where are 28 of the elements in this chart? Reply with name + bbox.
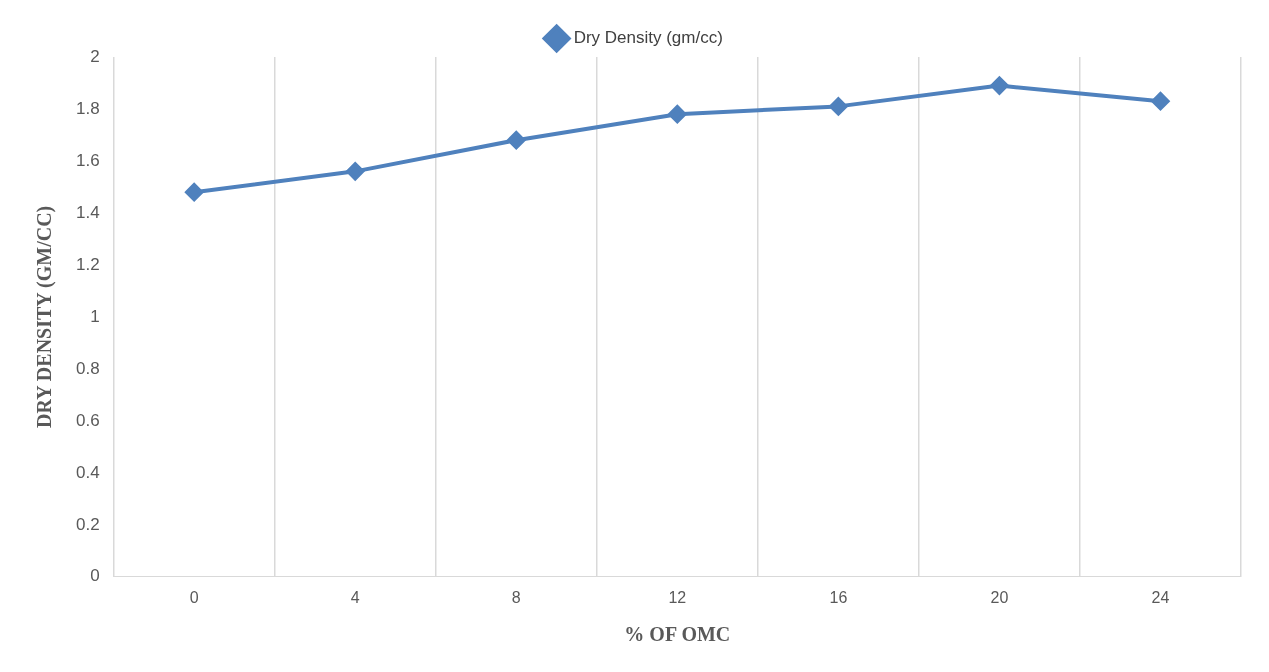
y-tick-label: 0.4 — [75, 462, 100, 482]
x-tick-label: 12 — [668, 588, 687, 606]
x-tick-label: 24 — [1151, 588, 1170, 606]
y-tick-label: 0.2 — [75, 514, 100, 534]
y-tick-label: 1.6 — [75, 150, 100, 170]
x-tick-label: 4 — [350, 588, 360, 606]
point — [507, 131, 526, 150]
y-tick-label: 2 — [90, 46, 100, 66]
x-tick-label: 16 — [829, 588, 848, 606]
y-tick-label: 0.6 — [75, 410, 100, 430]
x-tick-label: 20 — [990, 588, 1009, 606]
x-tick-label: 8 — [511, 588, 521, 606]
x-tick-label: 0 — [189, 588, 199, 606]
legend-label: Dry Density (gm/cc) — [573, 28, 723, 48]
y-tick-label: 0 — [90, 566, 100, 586]
point — [1151, 92, 1170, 111]
y-tick-label: 0.8 — [75, 358, 100, 378]
y-tick-label: 1.8 — [75, 98, 100, 118]
point — [346, 162, 365, 181]
point — [185, 183, 204, 202]
y-tick-label: 1.4 — [75, 202, 100, 222]
point — [990, 76, 1009, 95]
x-axis-title: % OF OMC — [624, 623, 731, 646]
y-tick-label: 1 — [90, 306, 100, 326]
y-tick-label: 1.2 — [75, 254, 100, 274]
y-axis-title: DRY DENSITY (GM/CC) — [33, 205, 57, 429]
point — [668, 105, 687, 124]
point — [829, 97, 848, 116]
